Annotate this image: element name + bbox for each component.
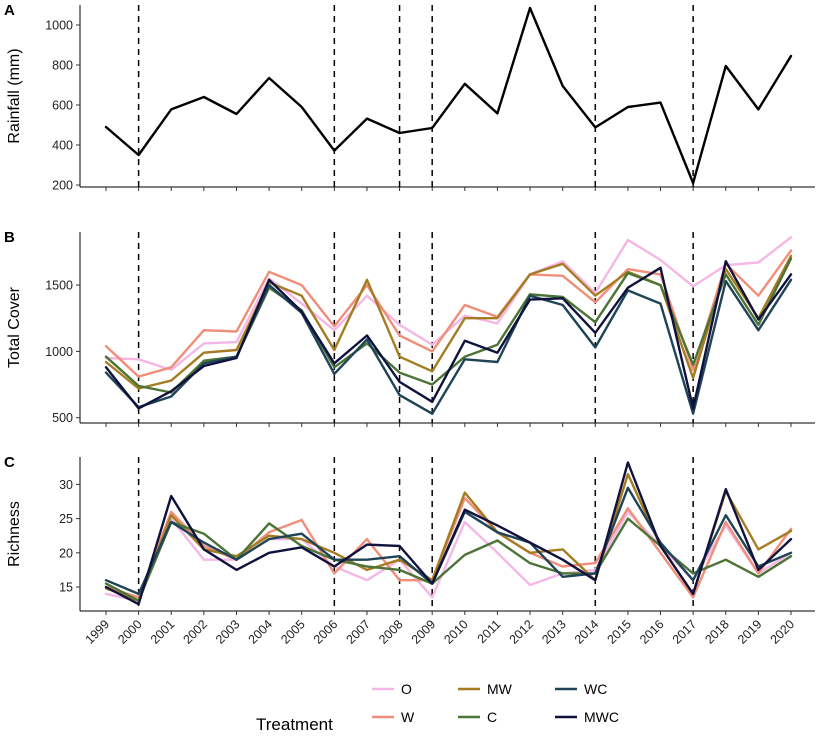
x-tick-label: 2019 [735, 617, 765, 647]
panel-b: B 500 1000 1500 Total Cover [4, 229, 815, 427]
x-tick-label: 2000 [115, 617, 145, 647]
series-line-rainfall [104, 6, 793, 185]
legend-label: WC [584, 681, 607, 697]
y-tick-label: 15 [59, 581, 73, 595]
series-line-wc [104, 278, 793, 415]
y-tick-label: 800 [52, 59, 73, 73]
y-tick-label: 1000 [45, 345, 73, 359]
panel-a: A 200 400 600 800 1000 Rainfall (mm) [4, 2, 815, 193]
y-tick-label: 30 [59, 478, 73, 492]
y-axis-title: Total Cover [6, 286, 23, 368]
y-tick-label: 600 [52, 99, 73, 113]
x-tick-label: 1999 [83, 617, 113, 647]
x-tick-label: 2013 [539, 617, 569, 647]
x-tick-label: 2014 [572, 617, 602, 647]
y-tick-label: 20 [59, 546, 73, 560]
legend-title: Treatment [256, 715, 333, 734]
y-tick-label: 1500 [45, 279, 73, 293]
legend-label: MW [487, 681, 513, 697]
x-tick-label: 2017 [670, 617, 700, 647]
series-line-w [104, 249, 793, 378]
x-tick-label: 2015 [604, 617, 634, 647]
x-tick-label: 2018 [702, 617, 732, 647]
panel-letter: A [4, 2, 15, 19]
x-tick-label: 2006 [311, 617, 341, 647]
x-tick-label: 2001 [148, 617, 178, 647]
panel-letter: B [4, 229, 15, 246]
x-tick-label: 2020 [768, 617, 798, 647]
panel-c: C 15 20 25 30 Richness [4, 454, 815, 615]
panel-letter: C [4, 454, 15, 471]
y-tick-label: 1000 [45, 19, 73, 33]
series-line-mwc [104, 461, 793, 606]
y-tick-label: 500 [52, 411, 73, 425]
x-tick-label: 2007 [344, 617, 374, 647]
legend-label: W [401, 709, 415, 725]
x-tick-label: 2009 [409, 617, 439, 647]
x-tick-label: 2008 [376, 617, 406, 647]
x-tick-label: 2016 [637, 617, 667, 647]
x-tick-label: 2005 [278, 617, 308, 647]
x-tick-label: 2011 [475, 617, 504, 646]
y-axis-title: Rainfall (mm) [6, 48, 23, 143]
legend-label: MWC [584, 709, 619, 725]
x-tick-label: 2003 [213, 617, 243, 647]
x-tick-label: 2012 [507, 617, 537, 647]
x-tick-label: 2010 [441, 617, 471, 647]
legend-label: C [487, 709, 497, 725]
y-tick-label: 200 [52, 179, 73, 193]
series-line-mw [104, 254, 793, 390]
legend-label: O [401, 681, 412, 697]
x-tick-label: 2002 [180, 617, 210, 647]
x-tick-label: 2004 [246, 617, 276, 647]
y-tick-label: 400 [52, 139, 73, 153]
y-tick-label: 25 [59, 512, 73, 526]
series-line-mwc [104, 260, 793, 410]
y-axis-title: Richness [6, 501, 23, 567]
